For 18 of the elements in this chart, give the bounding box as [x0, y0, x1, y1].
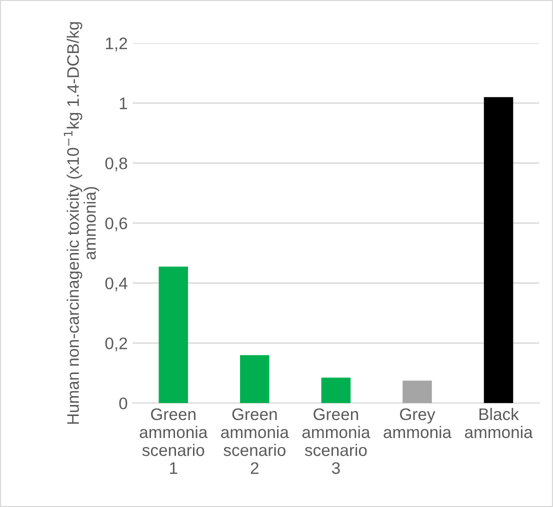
bar: [240, 355, 270, 404]
y-tick-label: 0,4: [105, 277, 128, 292]
y-tick-label: 0,6: [105, 217, 128, 232]
y-tick-label: 1,2: [106, 37, 128, 52]
bar: [321, 378, 351, 404]
bar: [402, 380, 432, 404]
text: Human non-carcinagenic toxicity (x10$^{−1}$kg 1.4-DCB/kg ammonia): [64, 22, 100, 424]
bar: [158, 266, 188, 404]
x-tick-label: Grey ammonia: [384, 408, 452, 438]
x-tick-label: Green ammonia scenario 2: [221, 408, 289, 474]
y-tick-label: 0,2: [105, 337, 128, 352]
y-tick-label: 1: [120, 98, 128, 110]
x-tick-label: Green ammonia scenario 1: [140, 408, 208, 474]
y-tick-label: 0,8: [105, 157, 128, 172]
x-tick-label: Black ammonia: [464, 408, 533, 438]
y-tick-label: 0: [119, 397, 128, 410]
bar: [484, 97, 514, 404]
x-tick-label: Green ammonia scenario 3: [302, 408, 370, 474]
